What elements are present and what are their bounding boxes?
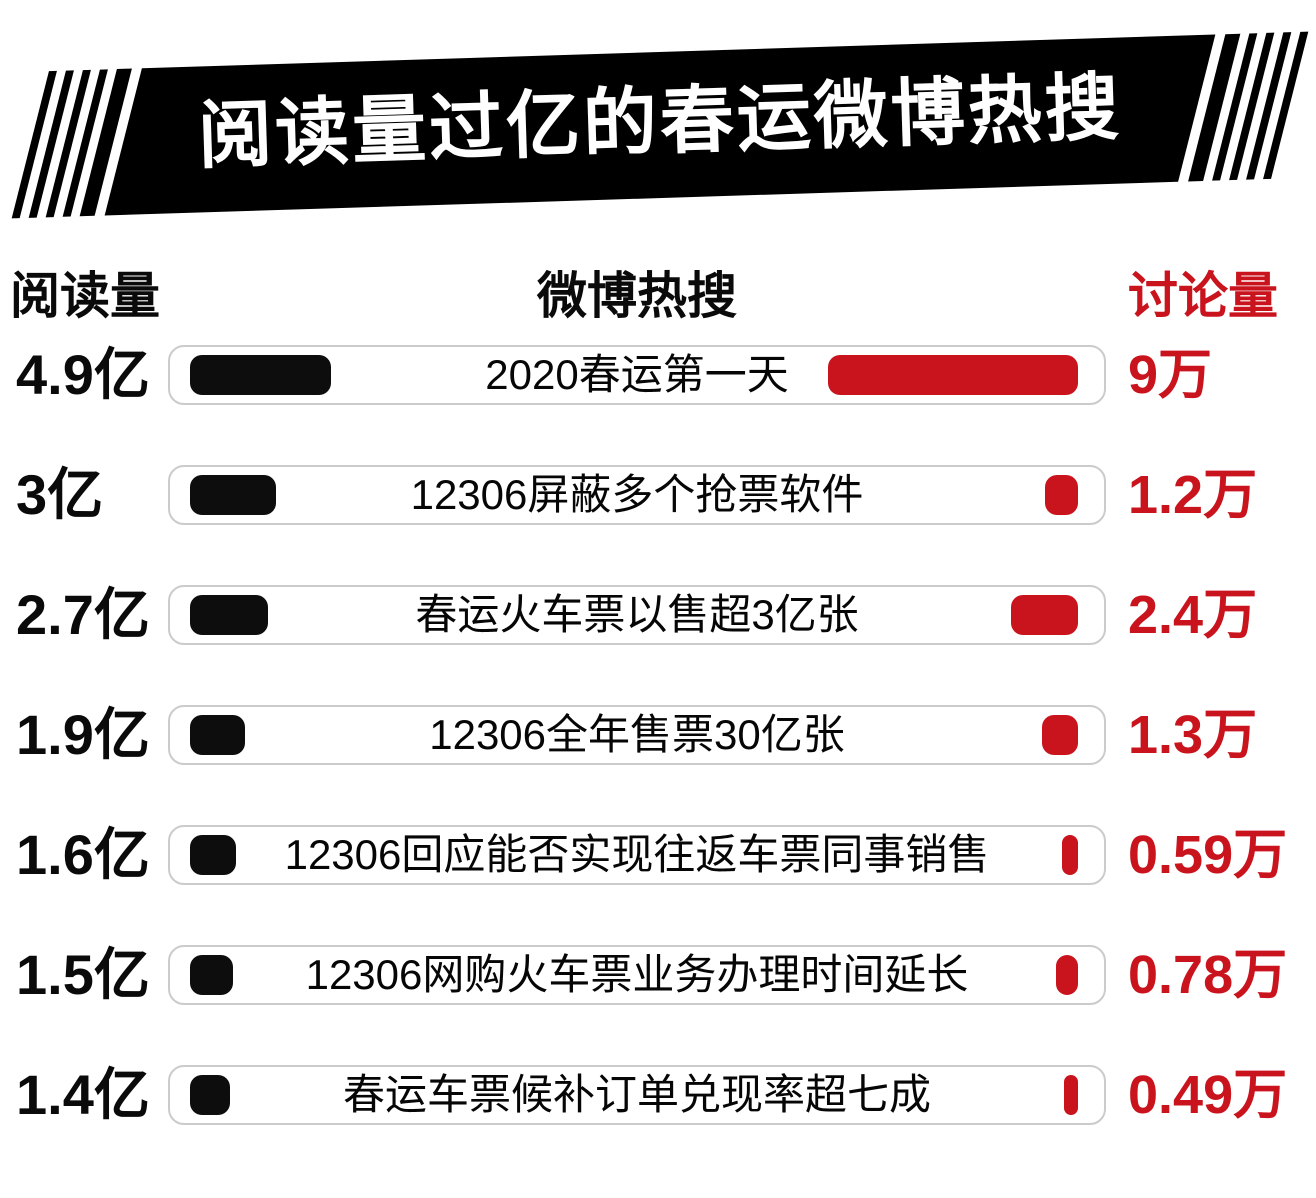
- reading-bar: [190, 595, 268, 635]
- topic-label: 12306全年售票30亿张: [429, 711, 845, 758]
- topic-label: 12306网购火车票业务办理时间延长: [305, 951, 969, 998]
- page-title: 阅读量过亿的春运微博热搜: [196, 65, 1123, 178]
- header-topic: 微博热搜: [537, 268, 737, 324]
- header-reading: 阅读量: [10, 268, 160, 324]
- table-row: 1.5亿 12306网购火车票业务办理时间延长 0.78万: [0, 945, 1316, 1005]
- banner-body: 阅读量过亿的春运微博热搜: [104, 34, 1216, 216]
- discussion-bar: [1042, 715, 1078, 755]
- table-header: 阅读量 微博热搜 讨论量: [0, 256, 1316, 328]
- topic-pill: 12306全年售票30亿张: [168, 705, 1106, 765]
- reading-value: 1.5亿: [16, 943, 150, 1006]
- topic-label: 春运火车票以售超3亿张: [415, 591, 859, 638]
- topic-pill: 12306网购火车票业务办理时间延长: [168, 945, 1106, 1005]
- table-row: 3亿 12306屏蔽多个抢票软件 1.2万: [0, 465, 1316, 525]
- topic-label: 2020春运第一天: [485, 351, 789, 398]
- topic-pill: 春运火车票以售超3亿张: [168, 585, 1106, 645]
- reading-value: 4.9亿: [16, 343, 150, 406]
- reading-bar: [190, 355, 331, 395]
- table-row: 2.7亿 春运火车票以售超3亿张 2.4万: [0, 585, 1316, 645]
- topic-label: 春运车票候补订单兑现率超七成: [342, 1071, 931, 1118]
- discussion-bar: [1045, 475, 1078, 515]
- topic-pill: 12306回应能否实现往返车票同事销售: [168, 825, 1106, 885]
- discussion-bar: [828, 355, 1078, 395]
- topic-label: 12306回应能否实现往返车票同事销售: [284, 831, 990, 878]
- table-row: 1.4亿 春运车票候补订单兑现率超七成 0.49万: [0, 1065, 1316, 1125]
- table-row: 1.9亿 12306全年售票30亿张 1.3万: [0, 705, 1316, 765]
- reading-value: 2.7亿: [16, 583, 150, 646]
- hot-search-list: 4.9亿 2020春运第一天 9万 3亿 12306屏蔽多个抢票软件 1.2万 …: [0, 345, 1316, 1185]
- reading-bar: [190, 475, 276, 515]
- topic-pill: 春运车票候补订单兑现率超七成: [168, 1065, 1106, 1125]
- table-row: 4.9亿 2020春运第一天 9万: [0, 345, 1316, 405]
- topic-pill: 12306屏蔽多个抢票软件: [168, 465, 1106, 525]
- header-discussion: 讨论量: [1128, 268, 1278, 324]
- reading-bar: [190, 1075, 230, 1115]
- discussion-bar: [1062, 835, 1078, 875]
- discussion-value: 1.2万: [1128, 465, 1258, 525]
- reading-value: 1.6亿: [16, 823, 150, 886]
- reading-value: 3亿: [16, 463, 104, 526]
- discussion-value: 0.59万: [1128, 825, 1288, 885]
- discussion-bar: [1056, 955, 1078, 995]
- discussion-value: 9万: [1128, 345, 1213, 405]
- title-banner: 阅读量过亿的春运微博热搜: [11, 31, 1309, 219]
- discussion-bar: [1064, 1075, 1078, 1115]
- reading-value: 1.4亿: [16, 1063, 150, 1126]
- discussion-value: 2.4万: [1128, 585, 1258, 645]
- discussion-value: 1.3万: [1128, 705, 1258, 765]
- topic-label: 12306屏蔽多个抢票软件: [410, 471, 864, 518]
- reading-bar: [190, 955, 233, 995]
- discussion-value: 0.78万: [1128, 945, 1288, 1005]
- reading-value: 1.9亿: [16, 703, 150, 766]
- reading-bar: [190, 715, 245, 755]
- table-row: 1.6亿 12306回应能否实现往返车票同事销售 0.59万: [0, 825, 1316, 885]
- topic-pill: 2020春运第一天: [168, 345, 1106, 405]
- discussion-bar: [1011, 595, 1078, 635]
- reading-bar: [190, 835, 236, 875]
- discussion-value: 0.49万: [1128, 1065, 1288, 1125]
